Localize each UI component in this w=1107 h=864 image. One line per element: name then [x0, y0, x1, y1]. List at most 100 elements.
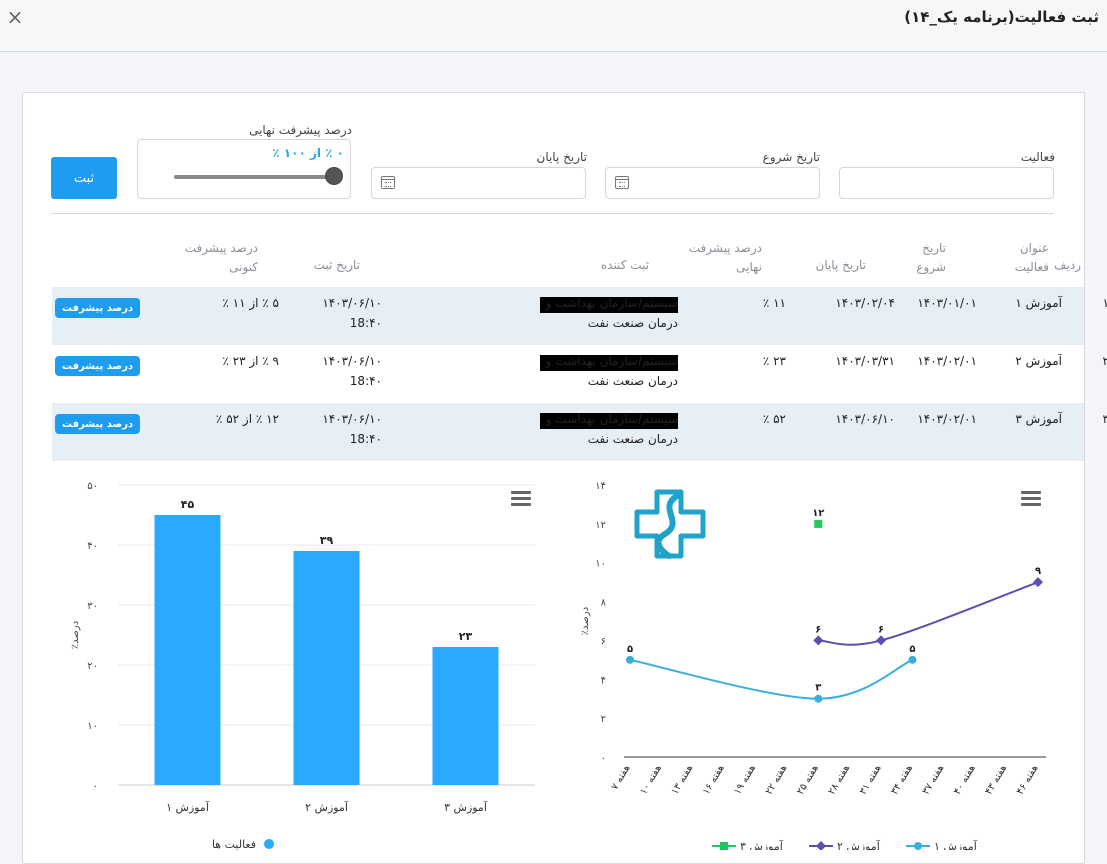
menu-icon[interactable] — [1021, 491, 1041, 507]
x-tick-label: هفته ۱۹ — [732, 763, 758, 797]
cell-registrar-line2: درمان صنعت نفت — [587, 432, 678, 446]
cell-register-time: 18:۴۰ — [349, 432, 382, 446]
y-axis-label: ٪درصد — [70, 621, 81, 649]
dialog-title: ثبت فعالیت(برنامه یک_۱۴) — [904, 8, 1099, 26]
header-start-date: تاریخ شروع — [916, 241, 946, 274]
legend-label: آموزش ۱ — [934, 839, 978, 850]
header-row-no: ردیف — [1054, 258, 1081, 272]
legend-label: آموزش ۲ — [837, 839, 881, 850]
y-tick-label: ۱۰ — [595, 559, 606, 570]
legend-label: آموزش ۳ — [740, 839, 784, 850]
cell-start-date: ۱۴۰۳/۰۱/۰۱ — [917, 296, 977, 310]
y-tick-label: ۰ — [601, 753, 606, 764]
header-activity-title: عنوان فعالیت — [1014, 241, 1049, 274]
activity-label: فعالیت — [1020, 150, 1055, 164]
redacted-name — [540, 297, 678, 313]
cell-register-time: 18:۴۰ — [349, 374, 382, 388]
data-label: ۹ — [1035, 566, 1041, 577]
y-tick-label: ۲۰ — [87, 661, 98, 672]
cell-registrar-line1: سیستم/سازمان بهداشت و — [545, 354, 678, 368]
cell-current-progress: ۱۲ ٪ از ۵۲ ٪ — [215, 412, 279, 426]
y-tick-label: ۲ — [601, 714, 606, 725]
cell-register-time: 18:۴۰ — [349, 316, 382, 330]
end-date-label: تاریخ پایان — [536, 150, 588, 164]
redacted-name — [540, 413, 678, 429]
series-line — [818, 581, 1039, 646]
cell-start-date: ۱۴۰۳/۰۲/۰۱ — [917, 412, 977, 426]
x-tick-label: هفته ۱۳ — [670, 763, 696, 797]
slider-fill — [174, 175, 334, 179]
cell-register-date: ۱۴۰۳/۰۶/۱۰ — [322, 354, 382, 368]
y-tick-label: ۸ — [601, 598, 607, 609]
data-point — [814, 694, 823, 703]
bar — [154, 515, 221, 785]
legend-marker — [264, 839, 274, 849]
table-row: ۳ آموزش ۳ ۱۴۰۳/۰۲/۰۱ ۱۴۰۳/۰۶/۱۰ ۵۲ ٪ سیس… — [52, 403, 1107, 461]
data-point — [814, 519, 823, 528]
y-tick-label: ۴ — [601, 675, 606, 686]
x-tick-label: هفته ۴۰ — [952, 763, 978, 797]
cell-registrar-line1: سیستم/سازمان بهداشت و — [545, 412, 678, 426]
cell-registrar-line2: درمان صنعت نفت — [587, 374, 678, 388]
bar — [293, 551, 360, 785]
y-tick-label: ۱۲ — [595, 520, 606, 531]
data-label: ۶ — [815, 624, 821, 635]
x-tick-label: هفته ۲۲ — [764, 763, 790, 797]
menu-icon[interactable] — [511, 491, 531, 507]
cell-current-progress: ۵ ٪ از ۱۱ ٪ — [222, 296, 279, 310]
cell-end-date: ۱۴۰۳/۰۲/۰۴ — [835, 296, 895, 310]
data-point — [626, 655, 634, 664]
bar-chart: ۰ ۱۰ ۲۰ ۳۰ ۴۰ ۵۰ ٪درصد ۴۵ آموزش ۱ ۳۹ آموزش ۲ ۲۳ آموز… — [70, 481, 535, 850]
data-label: ۶ — [878, 624, 884, 635]
data-point — [908, 655, 917, 664]
bar — [432, 647, 499, 785]
header-end-date: تاریخ پایان — [815, 258, 867, 272]
cell-register-date: ۱۴۰۳/۰۶/۱۰ — [322, 296, 382, 310]
final-progress-slider[interactable] — [174, 168, 342, 184]
data-label: ۵ — [627, 644, 633, 655]
y-tick-label: ۴۰ — [87, 541, 98, 552]
data-label: ۵ — [909, 644, 915, 655]
progress-button[interactable]: درصد پیشرفت — [55, 298, 140, 318]
legend-marker — [914, 842, 922, 850]
header-register-date: تاریخ ثبت — [313, 258, 360, 272]
legend-label: فعالیت ها — [212, 838, 256, 850]
cell-activity-title: آموزش ۲ — [1015, 354, 1062, 368]
start-date-input[interactable] — [605, 167, 820, 199]
end-date-input[interactable] — [371, 167, 586, 199]
progress-button[interactable]: درصد پیشرفت — [55, 414, 140, 434]
y-tick-label: ۱۴ — [595, 481, 606, 492]
activity-input[interactable] — [839, 167, 1054, 199]
x-tick-label: آموزش ۳ — [444, 800, 488, 814]
cell-register-date: ۱۴۰۳/۰۶/۱۰ — [322, 412, 382, 426]
cell-row-no: ۳ — [1102, 412, 1107, 426]
y-tick-label: ۰ — [93, 781, 98, 792]
x-tick-label: آموزش ۱ — [166, 800, 210, 814]
redacted-name — [540, 355, 678, 371]
cell-final-progress: ۵۲ ٪ — [762, 412, 786, 426]
calendar-icon[interactable] — [381, 176, 395, 189]
progress-button[interactable]: درصد پیشرفت — [55, 356, 140, 376]
header-current-progress: درصد پیشرفت کنونی — [184, 241, 258, 274]
cell-row-no: ۲ — [1102, 354, 1107, 368]
legend-marker — [720, 842, 728, 850]
slider-thumb[interactable] — [326, 168, 342, 184]
close-icon[interactable]: × — [6, 5, 24, 29]
x-tick-label: هفته ۳۴ — [889, 763, 915, 797]
calendar-icon[interactable] — [615, 176, 629, 189]
logo-icon — [634, 489, 706, 559]
cell-end-date: ۱۴۰۳/۰۶/۱۰ — [835, 412, 895, 426]
start-date-label: تاریخ شروع — [762, 150, 820, 164]
legend-marker — [816, 841, 826, 850]
x-tick-label: هفته ۳۷ — [921, 763, 947, 797]
submit-button[interactable]: ثبت — [51, 157, 117, 199]
cell-current-progress: ۹ ٪ از ۲۳ ٪ — [222, 354, 279, 368]
final-progress-label: درصد پیشرفت نهایی — [249, 123, 352, 137]
cell-registrar-line1: سیستم/سازمان بهداشت و — [545, 296, 678, 310]
header-final-progress: درصد پیشرفت نهایی — [688, 241, 762, 274]
bar-value-label: ۳۹ — [320, 534, 334, 547]
cell-activity-title: آموزش ۱ — [1015, 296, 1062, 310]
table-row: ۱ آموزش ۱ ۱۴۰۳/۰۱/۰۱ ۱۴۰۳/۰۲/۰۴ ۱۱ ٪ سیس… — [52, 287, 1107, 345]
dialog-header: × ثبت فعالیت(برنامه یک_۱۴) — [0, 0, 1107, 52]
data-label: ۱۲ — [812, 508, 824, 519]
